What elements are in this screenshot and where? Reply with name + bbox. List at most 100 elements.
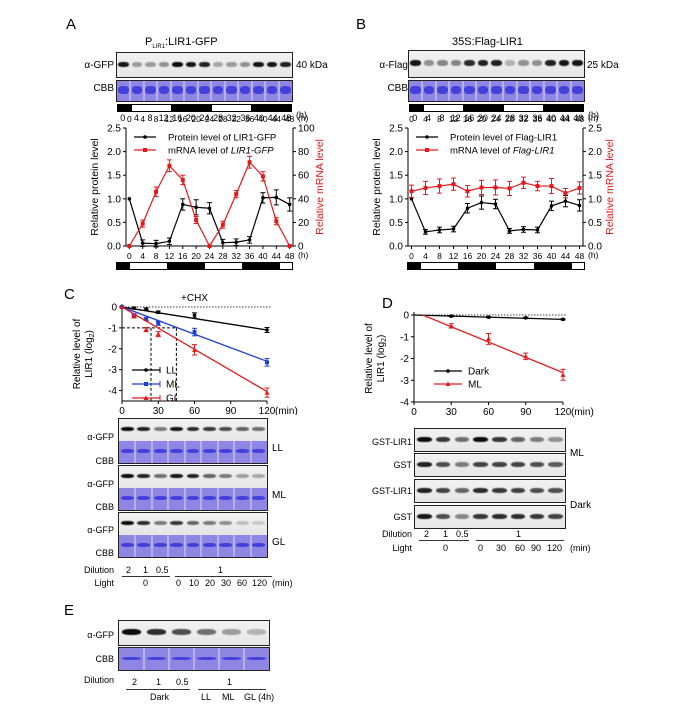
- protein-band: [196, 629, 217, 635]
- x-tick-label-top: 48: [575, 114, 585, 124]
- time-tick-label: 0: [412, 113, 418, 123]
- blot-row-label: α-GFP: [87, 432, 114, 442]
- lane-separator: [249, 535, 252, 557]
- cbb-band: [280, 86, 291, 94]
- protein-band: [146, 629, 167, 635]
- data-point: [194, 218, 199, 223]
- protein-band: [266, 61, 278, 67]
- cbb-band: [531, 86, 543, 94]
- y-tick-label: 1.5: [389, 171, 403, 182]
- data-point: [561, 317, 565, 322]
- lane-separator: [134, 488, 137, 510]
- group-underline: [126, 689, 190, 690]
- data-point: [132, 306, 136, 310]
- protein-band: [199, 61, 210, 67]
- time-tick-label: 16: [464, 113, 475, 123]
- y-tick-label: -3: [400, 376, 409, 387]
- x-tick-label-top: 36: [533, 114, 543, 124]
- x-tick-label-top: 48: [285, 114, 295, 124]
- x-tick-label-top: 40: [547, 114, 557, 124]
- protein-band: [252, 427, 266, 431]
- protein-band: [186, 521, 200, 525]
- lane-separator: [243, 648, 245, 670]
- legend-label: mRNA level of LIR1-GFP: [168, 146, 274, 157]
- blot-frame-gl: [118, 512, 268, 558]
- cbb-band: [252, 496, 266, 500]
- data-point: [493, 202, 498, 206]
- group-label: ML: [570, 448, 584, 459]
- data-point: [207, 206, 212, 211]
- condition-label: ML: [272, 490, 286, 501]
- western-blot-gst-lir1: [414, 479, 566, 503]
- data-point: [479, 185, 484, 190]
- y2-tick-label: 2.5: [588, 124, 602, 135]
- panel-label-d: D: [382, 295, 393, 312]
- label-text: LIR1 (log: [376, 342, 387, 383]
- label-text: ): [376, 335, 387, 338]
- cbb-band: [252, 543, 266, 547]
- x-tick-label-top: 32: [519, 114, 529, 124]
- protein-band: [120, 474, 134, 478]
- y-tick-label: -3: [108, 365, 117, 376]
- x-tick-label-bottom: 12: [165, 251, 175, 261]
- cbb-band: [253, 86, 264, 94]
- lane-separator: [218, 648, 220, 670]
- time-tick-label: 36: [532, 113, 543, 123]
- data-point: [448, 323, 454, 328]
- x-tick-label-top: 0: [409, 114, 414, 124]
- cbb-band: [239, 86, 251, 94]
- y-tick-label: 2.0: [389, 147, 403, 158]
- protein-band: [131, 61, 143, 67]
- lane-separator: [150, 535, 153, 557]
- cbb-band: [246, 656, 267, 660]
- protein-band: [492, 487, 507, 493]
- cbb-band: [212, 86, 224, 94]
- y-tick-label: 0.0: [389, 242, 403, 253]
- lane-separator: [233, 488, 236, 510]
- data-point: [287, 244, 292, 248]
- cbb-band: [437, 86, 448, 94]
- x-tick-label-bottom: 24: [205, 251, 215, 261]
- lane-separator: [421, 81, 424, 101]
- dilution-value: 1: [516, 529, 522, 539]
- time-tick-label: 24: [491, 113, 502, 123]
- x-tick-label: 90: [225, 406, 237, 415]
- y-tick-label: 1.0: [107, 194, 121, 205]
- light-unit: (min): [272, 578, 293, 588]
- condition-label: LL: [272, 443, 284, 454]
- x-tick-label-top: 0: [127, 114, 132, 124]
- cbb-band: [252, 449, 266, 453]
- cbb-band: [219, 496, 233, 500]
- data-point: [156, 321, 161, 326]
- data-point: [521, 180, 526, 185]
- blot-frame-ml: [118, 465, 268, 511]
- x-tick-label: 60: [189, 406, 201, 415]
- y-tick-label: 0: [111, 303, 117, 314]
- legend-marker: [143, 148, 147, 152]
- cbb-band: [545, 86, 556, 94]
- data-point: [221, 240, 225, 245]
- protein-band: [529, 487, 545, 493]
- cbb-band: [153, 449, 167, 453]
- lane-separator: [134, 441, 137, 463]
- data-point: [119, 304, 125, 309]
- protein-band: [170, 474, 183, 478]
- light-value: 30: [496, 543, 507, 553]
- data-point: [523, 353, 529, 359]
- group-underline: [198, 689, 266, 690]
- legend-label: mRNA level of Flag-LIR1: [450, 146, 555, 157]
- data-point: [563, 191, 568, 196]
- data-point: [234, 192, 239, 197]
- dilution-value: 0.5: [176, 677, 189, 687]
- cbb-band: [219, 449, 233, 453]
- protein-band: [548, 487, 563, 493]
- lane-separator: [167, 535, 170, 557]
- blot-row-label: α-GFP: [84, 60, 114, 71]
- group-underline: [476, 540, 564, 541]
- dark-period: [543, 105, 557, 111]
- data-point: [486, 315, 491, 319]
- protein-band: [492, 513, 507, 519]
- legend-marker: [144, 368, 148, 372]
- legend-marker: [143, 395, 149, 400]
- legend-label: LL: [166, 366, 178, 377]
